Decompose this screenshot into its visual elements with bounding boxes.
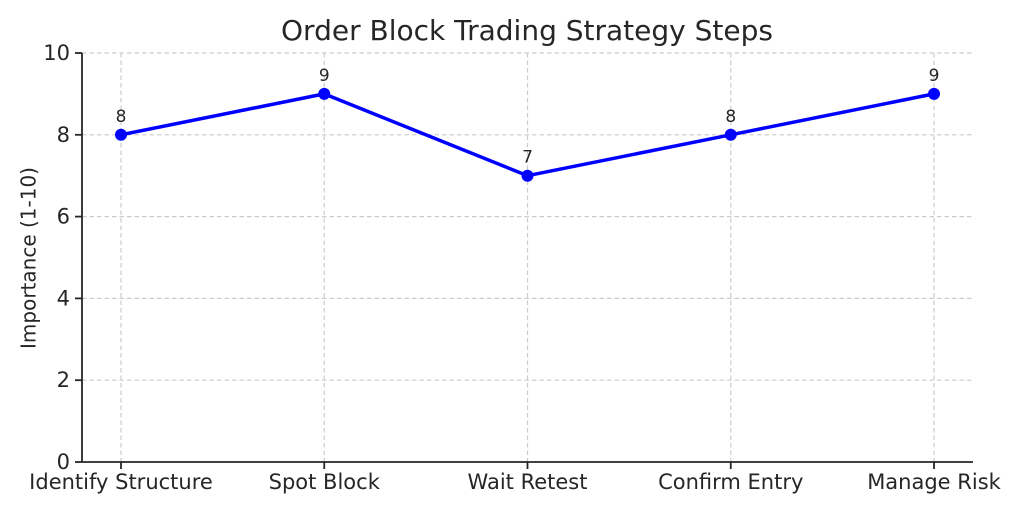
x-tick-label: Identify Structure <box>29 470 213 494</box>
chart-title: Order Block Trading Strategy Steps <box>281 14 773 47</box>
x-axis-ticks <box>120 462 935 469</box>
data-point-marker <box>724 128 737 141</box>
x-tick-label: Wait Retest <box>468 470 588 494</box>
data-point-label: 8 <box>116 107 127 127</box>
y-tick-label: 8 <box>57 123 70 147</box>
data-point-label: 7 <box>522 148 533 168</box>
data-point-labels: 8 9 7 8 9 <box>116 66 940 168</box>
y-axis-label: Importance (1-10) <box>17 167 41 349</box>
data-point-label: 9 <box>929 66 940 86</box>
y-axis-tick-labels: 0 2 4 6 8 10 <box>43 41 70 474</box>
vertical-gridlines <box>120 53 935 462</box>
x-axis-tick-labels: Identify Structure Spot Block Wait Retest C… <box>29 470 1001 494</box>
data-point-marker <box>928 87 940 100</box>
x-tick-label: Confirm Entry <box>658 470 803 494</box>
y-tick-label: 2 <box>57 368 70 392</box>
x-tick-label: Spot Block <box>269 470 381 494</box>
data-point-label: 9 <box>319 66 330 86</box>
data-point-markers <box>115 87 940 182</box>
y-tick-label: 4 <box>57 286 70 310</box>
data-point-label: 8 <box>725 107 736 127</box>
y-tick-label: 6 <box>57 205 70 229</box>
y-tick-label: 0 <box>57 450 70 474</box>
x-tick-label: Manage Risk <box>867 470 1001 494</box>
y-tick-label: 10 <box>43 41 70 65</box>
data-point-marker <box>521 169 534 182</box>
data-point-marker <box>115 128 127 141</box>
y-axis-ticks <box>75 52 82 463</box>
data-point-marker <box>318 87 331 100</box>
